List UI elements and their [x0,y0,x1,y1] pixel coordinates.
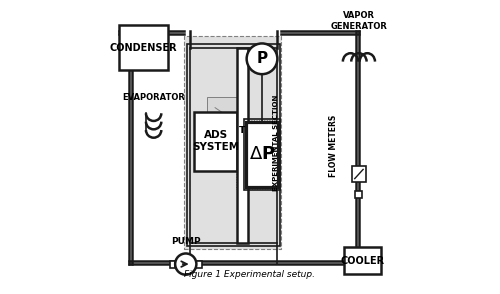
Circle shape [175,253,197,275]
Bar [194,112,238,171]
Text: ADS
SYSTEM: ADS SYSTEM [192,131,240,152]
Bar [190,48,276,243]
Bar [206,96,238,163]
Bar [238,48,248,243]
Bar [352,166,366,182]
Bar [236,120,280,189]
Text: PUMP: PUMP [171,238,200,246]
Text: VAPOR
GENERATOR: VAPOR GENERATOR [330,11,388,31]
Text: Figure 1 Experimental setup.: Figure 1 Experimental setup. [184,270,316,279]
Bar [246,122,278,187]
Bar [196,260,202,268]
Text: EVAPORATOR: EVAPORATOR [122,93,185,102]
Bar [170,260,175,268]
Bar [118,25,168,70]
Text: P: P [256,51,268,66]
Bar [186,44,280,246]
Bar [184,36,280,249]
Circle shape [246,44,278,74]
Text: T: T [239,126,246,135]
Bar [344,247,382,274]
Text: EXPERIMENTAL SECTION: EXPERIMENTAL SECTION [272,94,278,191]
Text: CONDENSER: CONDENSER [110,43,177,53]
Text: FLOW METERS: FLOW METERS [330,114,338,176]
Bar [356,191,362,198]
Text: $\Delta$P: $\Delta$P [248,146,275,163]
Text: COOLER: COOLER [340,255,384,265]
Bar [244,119,280,190]
